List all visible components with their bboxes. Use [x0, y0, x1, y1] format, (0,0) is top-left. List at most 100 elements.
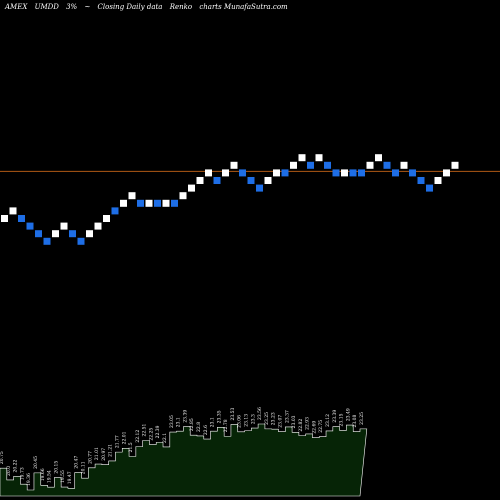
renko-brick-up	[128, 192, 136, 200]
renko-brick-down	[77, 237, 85, 245]
renko-brick-down	[137, 199, 144, 207]
renko-brick-down	[18, 215, 25, 222]
renko-brick-down	[247, 177, 255, 184]
renko-brick-down	[239, 169, 246, 177]
renko-brick-down	[426, 184, 433, 192]
volume-label: 22.69	[311, 421, 317, 434]
renko-brick-up	[1, 215, 8, 222]
renko-brick-up	[52, 230, 59, 238]
volume-label: 20.45	[33, 456, 39, 469]
volume-label: 21.01	[94, 447, 100, 460]
volume-label: 22.85	[189, 418, 195, 431]
symbol-label: UMDD	[34, 3, 59, 11]
renko-brick-up	[273, 169, 280, 177]
volume-label: 22.1	[162, 433, 168, 443]
renko-brick-down	[26, 222, 34, 230]
renko-brick-down	[417, 177, 425, 184]
volume-label: 22.25	[148, 428, 154, 441]
renko-brick-down	[213, 177, 221, 184]
volume-label: 23.1	[176, 417, 182, 427]
volume-label: 22.12	[135, 430, 141, 443]
volume-label: 22.8	[196, 422, 202, 432]
renko-brick-down	[349, 169, 357, 177]
volume-label: 19.36	[26, 473, 32, 486]
volume-label: 23.3	[250, 414, 256, 424]
volume-label: 22.51	[142, 423, 148, 436]
renko-brick-up	[94, 222, 102, 230]
renko-brick-down	[154, 199, 161, 207]
change-label: 3%	[66, 3, 78, 11]
volume-label: 22.78	[223, 419, 229, 432]
volume-label: 22.75	[318, 420, 324, 433]
volume-label: 19.55	[60, 470, 66, 483]
volume-label: 23.05	[169, 415, 175, 428]
volume-label: 19.66	[40, 468, 46, 481]
volume-label: 20.77	[87, 451, 93, 464]
volume-label: 20.0	[6, 466, 12, 476]
renko-brick-down	[392, 169, 399, 177]
volume-label: 23.56	[257, 407, 263, 420]
chart-label: Closing Daily data	[97, 3, 163, 11]
volume-label: 21.21	[108, 444, 114, 457]
volume-label: 21.77	[114, 435, 120, 448]
renko-brick-up	[120, 199, 127, 207]
volume-label: 20.47	[74, 456, 80, 469]
renko-brick-down	[307, 161, 314, 169]
renko-bricks	[1, 154, 459, 245]
volume-label: 23.06	[237, 415, 243, 428]
volume-label: 22.93	[305, 417, 311, 430]
volume-label: 20.22	[13, 459, 19, 472]
volume-label: 23.23	[271, 412, 277, 425]
volume-label: 19.54	[47, 470, 53, 483]
renko-brick-down	[358, 169, 365, 177]
renko-brick-up	[188, 184, 195, 192]
renko-brick-up	[341, 169, 348, 177]
volume-label: 23.37	[284, 410, 290, 423]
marker-label: ~	[84, 3, 91, 11]
volume-label: 22.82	[298, 419, 304, 432]
renko-brick-down	[256, 184, 263, 192]
renko-brick-up	[179, 192, 187, 200]
volume-label: 22.39	[155, 425, 161, 438]
volume-label: 23.35	[216, 410, 222, 423]
renko-brick-up	[375, 154, 382, 162]
renko-brick-up	[366, 161, 374, 169]
volume-label: 21.5	[128, 442, 134, 452]
renko-brick-down	[332, 169, 340, 177]
volume-label: 20.11	[81, 461, 87, 474]
renko-brick-up	[145, 199, 153, 207]
volume-label: 23.03	[291, 415, 297, 428]
chart-type-label: Renko	[169, 3, 193, 11]
volume-label: 23.39	[182, 410, 188, 423]
renko-brick-up	[451, 161, 459, 169]
renko-brick-up	[443, 169, 450, 177]
volume-label: 23.12	[325, 414, 331, 427]
renko-brick-down	[281, 169, 289, 177]
renko-brick-down	[324, 161, 331, 169]
volume-label: 23.08	[352, 415, 358, 428]
renko-brick-down	[43, 237, 51, 245]
renko-brick-down	[111, 207, 119, 215]
volume-label: 23.07	[277, 415, 283, 428]
volume-area-path	[0, 423, 368, 497]
volume-label: 23.15	[339, 413, 345, 426]
site-label: charts MunafaSutra.com	[199, 3, 288, 11]
renko-brick-down	[35, 230, 42, 238]
volume-label: 23.49	[345, 408, 351, 421]
volume-label: 22.01	[121, 431, 127, 444]
volume-label: 20.97	[101, 448, 107, 461]
volume-label: 20.75	[0, 451, 5, 464]
renko-brick-up	[103, 215, 110, 222]
renko-brick-up	[60, 222, 68, 230]
volume-label: 19.73	[19, 467, 25, 480]
renko-brick-up	[205, 169, 212, 177]
volume-label: 23.39	[332, 410, 338, 423]
renko-brick-up	[222, 169, 229, 177]
volume-label: 19.47	[67, 471, 73, 484]
volume-label: 23.13	[244, 414, 250, 427]
renko-brick-down	[409, 169, 416, 177]
renko-brick-up	[196, 177, 204, 184]
renko-brick-up	[230, 161, 238, 169]
volume-label: 23.25	[264, 412, 270, 425]
